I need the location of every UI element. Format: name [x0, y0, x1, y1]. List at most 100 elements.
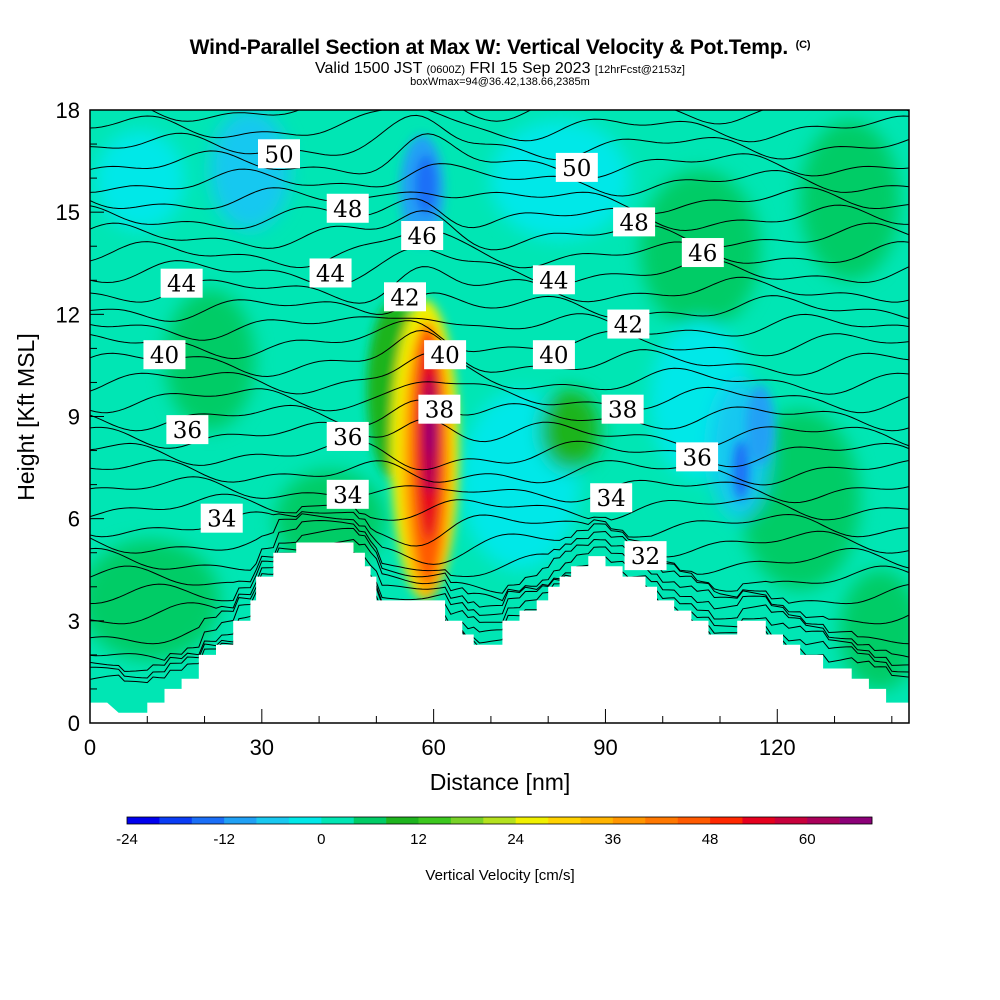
theta-contour-label: 48	[613, 207, 656, 237]
theta-contour-label: 44	[532, 265, 575, 295]
contour-label-text: 40	[539, 343, 568, 369]
theta-contour-line	[90, 439, 909, 471]
y-tick-label: 3	[68, 609, 80, 634]
contour-label-box	[309, 258, 352, 288]
contour-label-text: 34	[333, 483, 362, 509]
theta-contour-label: 42	[384, 282, 426, 312]
contour-label-box	[624, 541, 667, 571]
colorbar-swatch	[256, 817, 290, 824]
x-axis: 0 30 60 90 120	[84, 709, 893, 760]
contour-label-text: 50	[562, 156, 591, 182]
theta-contour-label: 46	[681, 238, 724, 268]
contour-label-box	[143, 340, 186, 370]
theta-contour-label: 46	[401, 221, 444, 251]
x-tick-label: 30	[250, 735, 274, 760]
copyright-mark: (C)	[795, 39, 811, 51]
theta-contour-line	[90, 198, 909, 232]
theta-contour-label: 50	[555, 152, 598, 182]
y-tick-label: 6	[68, 507, 80, 532]
theta-contour-label: 44	[309, 258, 352, 288]
contour-label-box	[532, 340, 575, 370]
colorbar-swatch	[807, 817, 840, 824]
theta-contour-line	[90, 527, 909, 594]
colorbar-swatch	[515, 817, 549, 824]
theta-contour-line	[90, 320, 909, 360]
theta-contour-label: 36	[676, 442, 719, 472]
contour-label-text: 40	[150, 343, 179, 369]
theta-contour-line	[90, 229, 909, 269]
box-info: boxWmax=94@36.42,138.66,2385m	[410, 76, 590, 88]
contour-label-text: 38	[425, 398, 454, 424]
theta-contour-line	[90, 459, 909, 486]
theta-contour-label: 32	[624, 541, 667, 571]
contour-label-text: 48	[333, 197, 362, 223]
contour-label-text: 46	[688, 241, 717, 267]
theta-contour-label: 38	[601, 394, 644, 424]
valid-prefix: Valid 1500 JST	[315, 60, 423, 77]
colorbar-swatch	[645, 817, 678, 824]
colorbar-swatch	[483, 817, 516, 824]
x-tick-label: 120	[759, 735, 796, 760]
colorbar-tick-label: -12	[213, 831, 235, 848]
contour-label-box	[326, 479, 369, 509]
contour-label-text: 34	[207, 507, 236, 533]
theta-contour-label: 40	[143, 340, 186, 370]
theta-contour-line	[90, 266, 909, 304]
contour-label-text: 50	[264, 142, 293, 168]
theta-contour-line	[90, 186, 909, 214]
y-tick-label: 18	[56, 98, 80, 123]
contour-label-box	[613, 207, 656, 237]
theta-contour-line	[90, 476, 909, 504]
colorbar: -24 -12 0 12 24 36 48 60	[116, 816, 873, 848]
contour-label-box	[532, 265, 575, 295]
vertical-velocity-field: 50 50 48 48 46 46 44 44 44 42 42 40 40 40 38 38 36 36 36 34…	[90, 110, 909, 723]
theta-contour-line	[90, 210, 909, 251]
contour-label-text: 36	[682, 445, 711, 471]
contour-label-text: 44	[316, 261, 345, 287]
colorbar-swatch	[839, 817, 873, 824]
y-tick-label: 0	[68, 711, 80, 736]
theta-contour-label: 44	[160, 268, 203, 298]
contour-label-text: 40	[430, 343, 459, 369]
colorbar-swatch	[710, 817, 743, 824]
theta-contour-line	[90, 381, 909, 414]
colorbar-tick-label: 36	[605, 831, 622, 848]
theta-contour-line	[90, 418, 909, 449]
theta-contour-label: 36	[166, 415, 209, 445]
colorbar-swatch	[288, 817, 322, 824]
theta-contour-label: 36	[326, 421, 369, 451]
colorbar-swatch	[418, 817, 452, 824]
contour-label-box	[326, 193, 369, 223]
chart-subtitle: Valid 1500 JST (0600Z) FRI 15 Sep 2023 […	[0, 60, 1000, 78]
theta-contour-line	[150, 110, 909, 125]
x-tick-label: 90	[593, 735, 617, 760]
theta-contour-line	[90, 493, 909, 521]
theta-contour-label: 40	[532, 340, 575, 370]
theta-contours	[90, 110, 909, 684]
theta-contour-line	[90, 519, 909, 578]
contour-label-text: 32	[631, 544, 660, 570]
colorbar-swatch	[191, 817, 225, 824]
theta-contour-line	[90, 547, 909, 625]
valid-date: FRI 15 Sep 2023	[469, 60, 591, 77]
theta-contour-line	[90, 399, 909, 432]
forecast-info: [12hrFcst@2153z]	[594, 64, 685, 76]
contour-label-box	[258, 139, 300, 169]
colorbar-tick-label: 48	[702, 831, 719, 848]
colorbar-swatch	[677, 817, 711, 824]
theta-contour-label: 34	[590, 483, 633, 513]
chart-title-text: Wind-Parallel Section at Max W: Vertical…	[189, 36, 789, 59]
theta-contour-line	[90, 351, 909, 395]
theta-contour-label: 34	[326, 479, 369, 509]
contour-label-box	[418, 394, 461, 424]
contour-label-box	[326, 421, 369, 451]
chart-title: Wind-Parallel Section at Max W: Vertical…	[0, 36, 1000, 60]
theta-contour-line	[90, 552, 909, 645]
theta-contour-line	[90, 110, 909, 143]
colorbar-swatch	[353, 817, 387, 824]
x-tick-label: 0	[84, 735, 96, 760]
theta-contour-line	[90, 565, 909, 672]
contour-label-box	[424, 340, 467, 370]
colorbar-tick-label: 24	[507, 831, 524, 848]
colorbar-swatch	[321, 817, 355, 824]
